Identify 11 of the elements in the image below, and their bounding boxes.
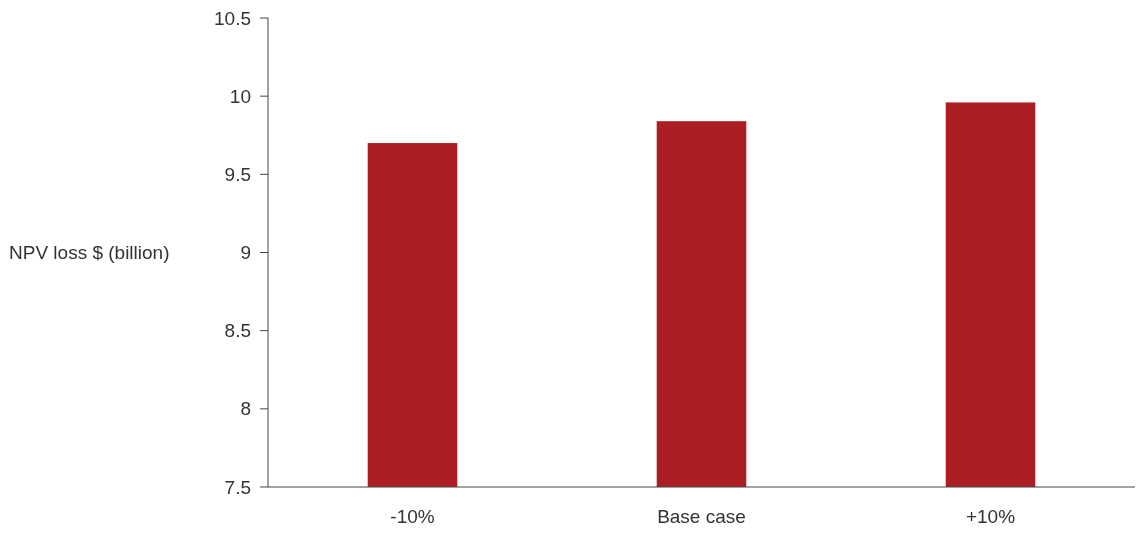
y-tick-label: 10.5 [214, 7, 251, 29]
x-tick-label: +10% [965, 506, 1016, 527]
y-tick-label: 9 [240, 242, 251, 264]
x-tick-label: -10% [390, 506, 435, 527]
y-tick-label: 8.5 [224, 320, 251, 342]
x-tick-label: Base case [657, 506, 746, 527]
y-axis-title: NPV loss $ (billion) [9, 242, 170, 264]
y-tick-label: 10 [229, 85, 251, 107]
y-tick-label: 7.5 [224, 476, 251, 498]
y-tick-label: 8 [240, 398, 251, 420]
y-tick-label: 9.5 [224, 163, 251, 185]
